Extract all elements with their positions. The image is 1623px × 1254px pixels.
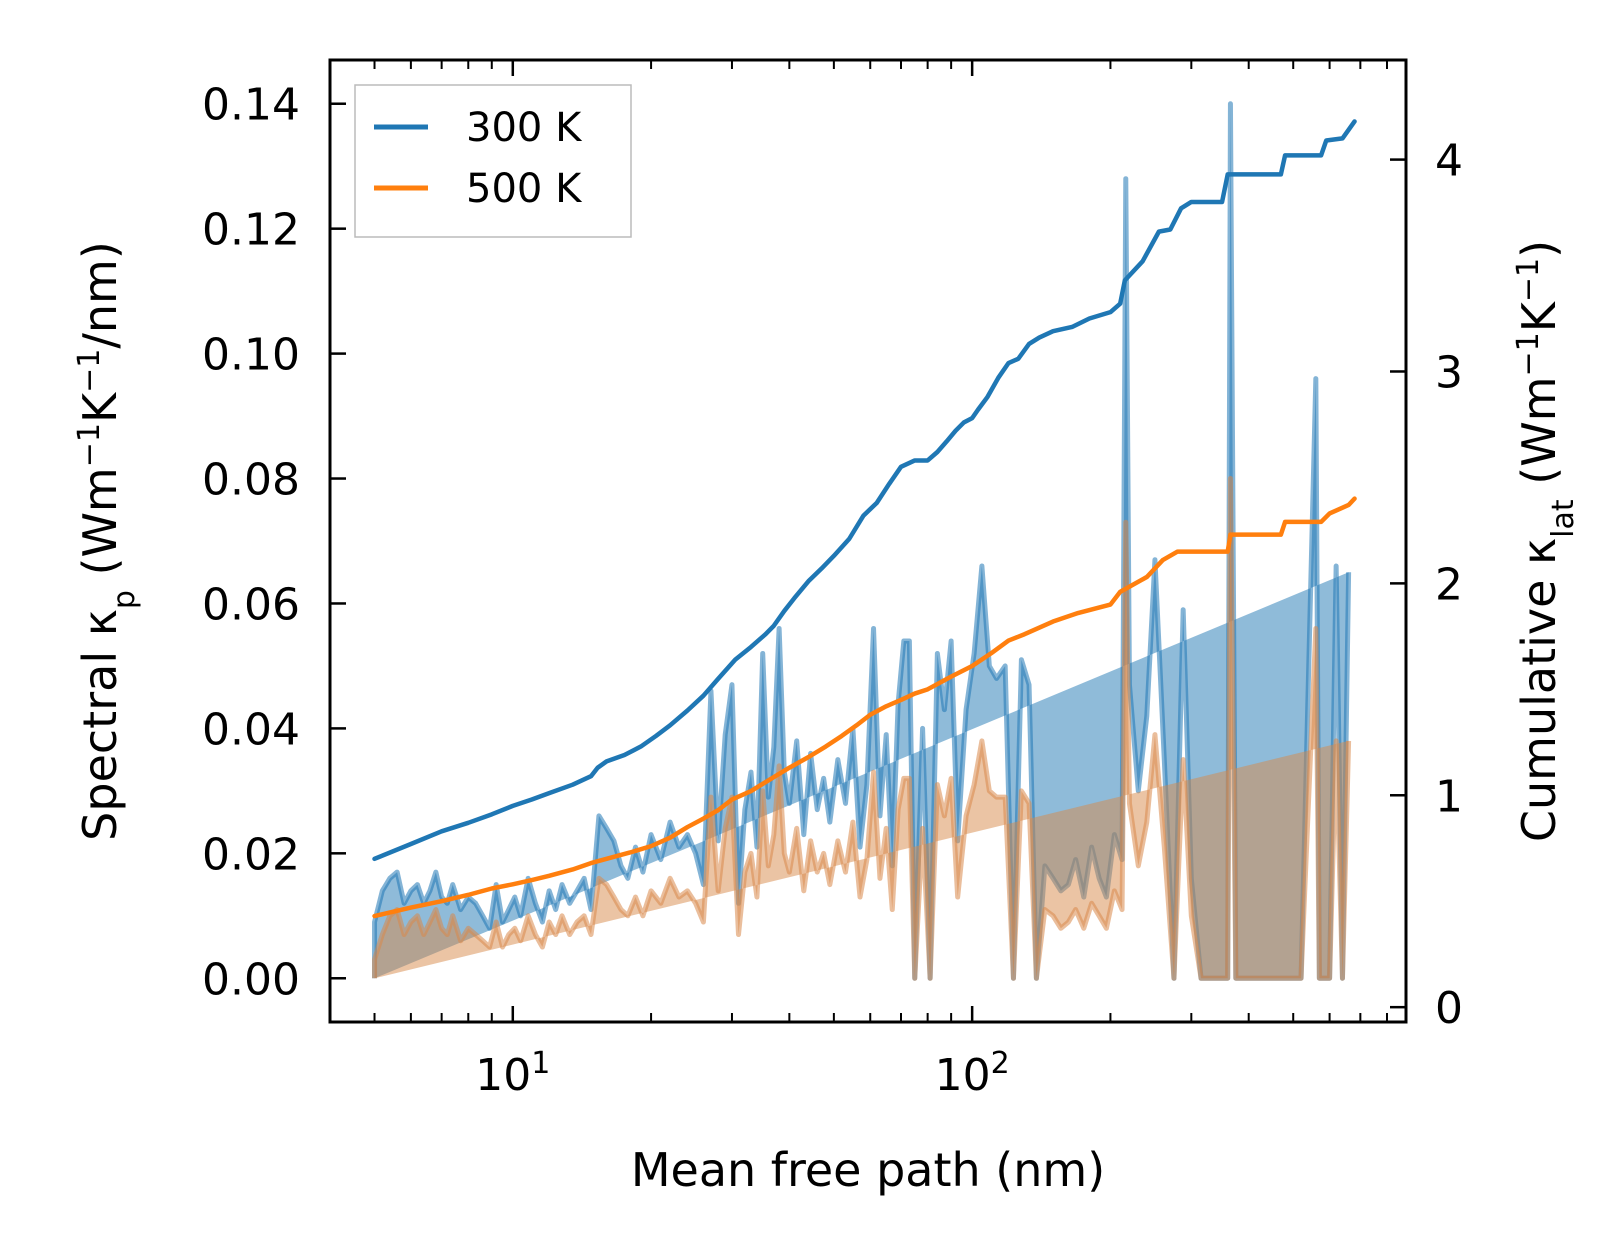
y2-tick-label: 1 — [1435, 771, 1463, 822]
y-tick-label: 0.00 — [202, 954, 300, 1005]
y-tick-label: 0.14 — [202, 80, 300, 131]
x-tick-label: 102 — [935, 1046, 1010, 1102]
y-tick-label: 0.12 — [202, 205, 300, 256]
y-tick-label: 0.04 — [202, 704, 300, 755]
cumulative-lines — [372, 119, 1357, 919]
x-axis: 101 102 — [373, 60, 1388, 1102]
y2-tick-label: 2 — [1435, 559, 1463, 610]
legend-label-300k: 300 K — [466, 105, 583, 151]
y-tick-label: 0.08 — [202, 455, 300, 506]
y2-tick-label: 0 — [1435, 983, 1463, 1034]
y2-tick-label: 4 — [1435, 136, 1463, 187]
x-axis-label: Mean free path (nm) — [631, 1143, 1105, 1197]
legend: 300 K 500 K — [354, 84, 632, 238]
spectral-area-300k — [372, 101, 1352, 981]
y-axis-right: 0 1 2 3 4 — [1390, 136, 1463, 1034]
y-tick-label: 0.02 — [202, 829, 300, 880]
spectral-area-500k — [372, 476, 1352, 981]
cumulative-line-300k — [372, 119, 1357, 862]
plot-frame — [328, 58, 1408, 1024]
legend-box — [354, 84, 632, 238]
spectral-fills — [372, 101, 1352, 981]
y-axis-label: Spectral κp (Wm−1K−1/nm) — [72, 241, 142, 841]
cumulative-line-500k — [372, 496, 1357, 919]
y-tick-label: 0.10 — [202, 330, 300, 381]
y-axis-left: 0.00 0.02 0.04 0.06 0.08 0.10 0.12 0.14 — [202, 80, 346, 1005]
y2-axis-label: Cumulative κlat (Wm−1K−1) — [1511, 240, 1581, 842]
legend-label-500k: 500 K — [466, 166, 583, 212]
y2-tick-label: 3 — [1435, 347, 1463, 398]
x-tick-label: 101 — [475, 1046, 550, 1102]
y-tick-label: 0.06 — [202, 579, 300, 630]
